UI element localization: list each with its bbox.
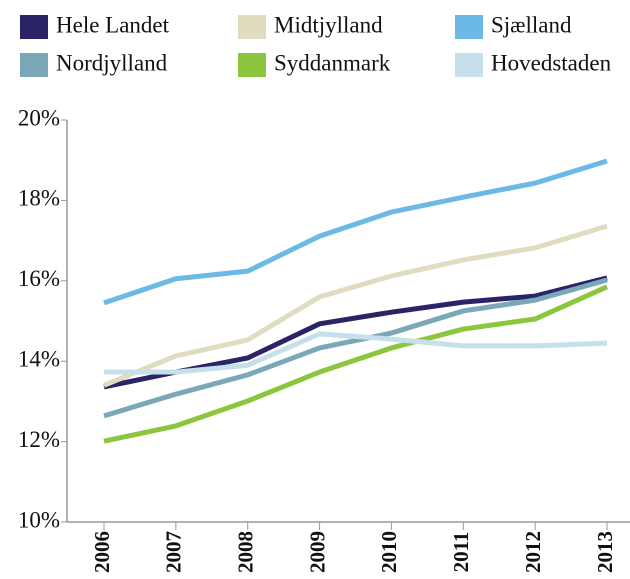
legend-label: Midtjylland	[274, 12, 383, 37]
series-line	[103, 158, 608, 306]
series-line	[103, 284, 609, 444]
legend-swatch	[238, 15, 266, 39]
legend-label: Hele Landet	[56, 12, 170, 37]
x-tick-label: 2006	[90, 531, 114, 573]
y-tick-label: 16%	[18, 266, 60, 291]
x-tick-label: 2010	[377, 531, 401, 573]
y-tick-label: 20%	[18, 105, 60, 130]
legend-swatch	[20, 53, 48, 77]
series-line	[103, 223, 608, 388]
y-tick-label: 12%	[18, 427, 60, 452]
legend-label: Syddanmark	[274, 50, 391, 75]
legend-swatch	[20, 15, 48, 39]
series-line	[104, 331, 608, 375]
legend-label: Sjælland	[491, 12, 572, 37]
y-tick-label: 10%	[18, 507, 60, 532]
legend-swatch	[455, 53, 483, 77]
legend-swatch	[238, 53, 266, 77]
x-tick-label: 2008	[234, 531, 258, 573]
x-tick-label: 2007	[162, 531, 186, 573]
x-tick-label: 2012	[521, 531, 545, 573]
legend-label: Hovedstaden	[491, 50, 612, 75]
x-tick-label: 2011	[449, 532, 473, 573]
x-tick-label: 2013	[593, 531, 617, 573]
series-line	[103, 277, 608, 419]
y-tick-label: 18%	[18, 186, 60, 211]
y-tick-label: 14%	[18, 346, 60, 371]
legend-swatch	[455, 15, 483, 39]
legend-label: Nordjylland	[56, 50, 168, 75]
x-tick-label: 2009	[305, 531, 329, 573]
